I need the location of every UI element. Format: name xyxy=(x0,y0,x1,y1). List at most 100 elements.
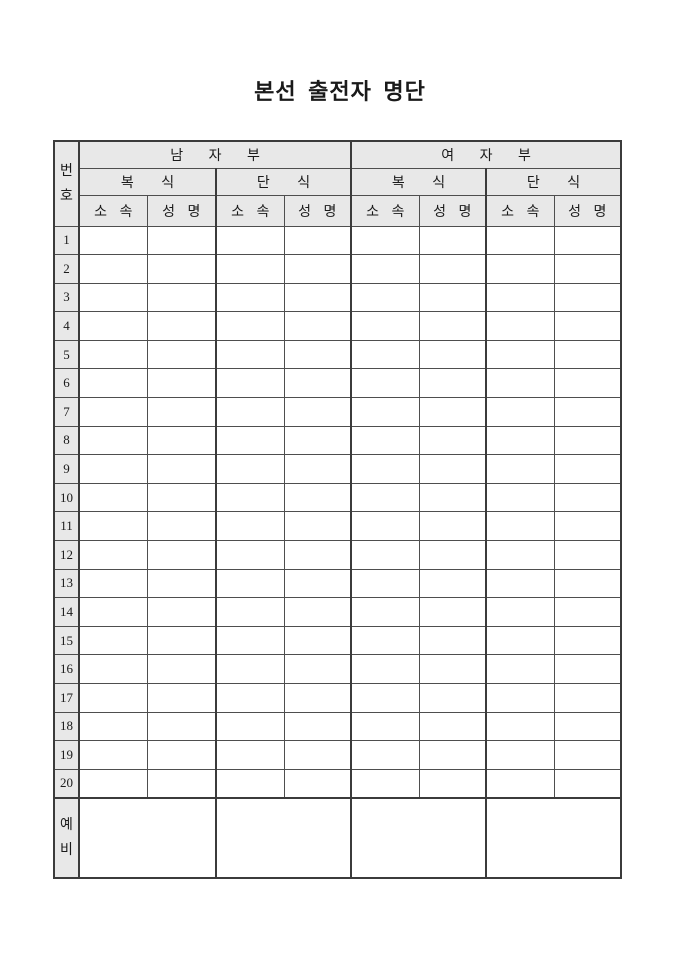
roster-cell xyxy=(553,254,622,284)
roster-cell xyxy=(215,711,285,742)
reserve-cell-mens-doubles xyxy=(78,796,217,879)
table-row: 13 xyxy=(53,568,622,599)
roster-cell xyxy=(146,254,217,284)
col-header-affiliation: 소 속 xyxy=(350,194,420,227)
roster-cell xyxy=(215,482,285,513)
roster-cell xyxy=(283,683,353,713)
roster-cell xyxy=(553,711,622,742)
roster-cell xyxy=(283,397,353,427)
table-row: 10 xyxy=(53,482,622,513)
col-header-name: 성 명 xyxy=(146,194,217,227)
roster-cell xyxy=(283,654,353,684)
roster-cell xyxy=(78,683,148,713)
roster-cell xyxy=(485,597,555,627)
roster-cell xyxy=(350,482,420,513)
roster-cell xyxy=(78,740,148,770)
roster-cell xyxy=(215,282,285,313)
roster-cell xyxy=(78,711,148,742)
roster-cell xyxy=(78,625,148,656)
roster-cell xyxy=(485,711,555,742)
table-row: 19 xyxy=(53,740,622,770)
roster-cell xyxy=(283,254,353,284)
roster-cell xyxy=(485,454,555,484)
roster-cell xyxy=(350,397,420,427)
roster-cell xyxy=(146,568,217,599)
roster-cell xyxy=(78,454,148,484)
roster-cell xyxy=(78,225,148,256)
row-number: 16 xyxy=(53,654,80,684)
roster-cell xyxy=(350,225,420,256)
roster-cell xyxy=(485,311,555,341)
roster-cell xyxy=(78,425,148,456)
roster-cell xyxy=(350,568,420,599)
roster-cell xyxy=(215,311,285,341)
roster-cell xyxy=(146,282,217,313)
row-number: 11 xyxy=(53,511,80,542)
roster-cell xyxy=(418,740,488,770)
roster-cell xyxy=(553,683,622,713)
roster-cell xyxy=(553,225,622,256)
roster-cell xyxy=(418,711,488,742)
reserve-cell-mens-singles xyxy=(215,796,353,879)
roster-cell xyxy=(215,339,285,370)
roster-cell xyxy=(215,740,285,770)
roster-cell xyxy=(283,568,353,599)
roster-cell xyxy=(553,511,622,542)
roster-cell xyxy=(78,768,148,799)
table-row: 8 xyxy=(53,425,622,456)
roster-cell xyxy=(78,654,148,684)
roster-cell xyxy=(283,425,353,456)
roster-cell xyxy=(553,654,622,684)
roster-cell xyxy=(485,540,555,570)
roster-cell xyxy=(350,711,420,742)
roster-cell xyxy=(485,768,555,799)
roster-cell xyxy=(146,597,217,627)
row-number: 10 xyxy=(53,482,80,513)
table-row: 12 xyxy=(53,540,622,570)
header-row-event: 복 식 단 식 복 식 단 식 xyxy=(54,167,622,196)
roster-cell xyxy=(283,625,353,656)
roster-cell xyxy=(283,282,353,313)
reserve-row: 예 비 xyxy=(53,796,622,879)
table-row: 14 xyxy=(53,597,622,627)
roster-cell xyxy=(146,625,217,656)
roster-cell xyxy=(553,768,622,799)
roster-cell xyxy=(283,711,353,742)
roster-cell xyxy=(553,568,622,599)
roster-cell xyxy=(283,368,353,399)
roster-cell xyxy=(418,225,488,256)
roster-cell xyxy=(418,454,488,484)
table-row: 2 xyxy=(53,254,622,284)
roster-cell xyxy=(350,282,420,313)
roster-cell xyxy=(215,511,285,542)
roster-cell xyxy=(215,683,285,713)
roster-cell xyxy=(553,454,622,484)
roster-cell xyxy=(350,597,420,627)
row-number: 9 xyxy=(53,454,80,484)
roster-cell xyxy=(485,568,555,599)
roster-cell xyxy=(146,339,217,370)
roster-cell xyxy=(350,740,420,770)
roster-cell xyxy=(146,425,217,456)
row-number: 5 xyxy=(53,339,80,370)
row-number: 1 xyxy=(53,225,80,256)
roster-cell xyxy=(553,339,622,370)
roster-cell xyxy=(418,282,488,313)
row-number: 20 xyxy=(53,768,80,799)
roster-cell xyxy=(283,768,353,799)
roster-cell xyxy=(418,625,488,656)
roster-cell xyxy=(215,625,285,656)
table-row: 3 xyxy=(53,282,622,313)
roster-cell xyxy=(283,454,353,484)
col-header-name: 성 명 xyxy=(418,194,488,227)
roster-cell xyxy=(78,597,148,627)
col-header-womens-singles: 단 식 xyxy=(485,167,622,196)
roster-cell xyxy=(146,511,217,542)
col-header-womens-doubles: 복 식 xyxy=(350,167,488,196)
row-number: 4 xyxy=(53,311,80,341)
col-header-womens-division: 여 자 부 xyxy=(350,140,622,169)
page-title: 본선 출전자 명단 xyxy=(254,79,426,104)
roster-cell xyxy=(485,225,555,256)
roster-cell xyxy=(485,425,555,456)
